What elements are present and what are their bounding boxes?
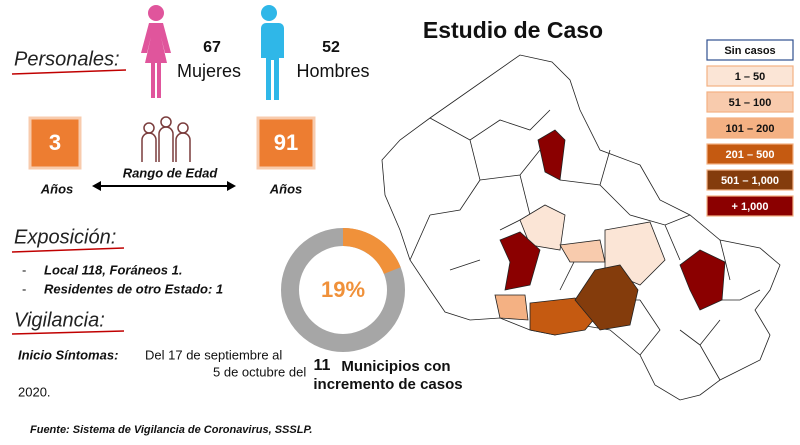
legend-swatch xyxy=(706,39,794,61)
legend-swatch xyxy=(706,169,794,191)
onset-label: Inicio Síntomas: xyxy=(18,347,118,362)
source: Fuente: Sistema de Vigilancia de Coronav… xyxy=(30,424,312,436)
women-count: 67 xyxy=(203,39,221,56)
legend: Sin casos 1 – 50 51 – 100 101 – 200 201 – 50… xyxy=(706,39,794,217)
legend-swatch xyxy=(706,143,794,165)
region xyxy=(494,294,529,321)
legend-label: 201 – 500 xyxy=(726,149,775,161)
man-icon xyxy=(259,5,284,100)
legend-swatch xyxy=(706,65,794,87)
legend-swatch xyxy=(706,195,794,217)
legend-label: + 1,000 xyxy=(731,201,768,213)
onset-text: 5 de octubre del xyxy=(213,364,306,379)
age-label: Rango de Edad xyxy=(123,165,219,180)
age-arrow xyxy=(92,181,236,191)
legend-label: 51 – 100 xyxy=(729,97,772,109)
age-max: 91 xyxy=(274,130,298,155)
region xyxy=(574,264,639,331)
age-min-unit: Años xyxy=(40,181,74,196)
age-min: 3 xyxy=(49,130,61,155)
underline xyxy=(11,330,125,335)
surveillance-heading: Vigilancia: xyxy=(14,309,105,331)
region xyxy=(537,129,566,181)
age-min-box xyxy=(28,116,82,170)
municipality-text: incremento de casos xyxy=(313,376,462,393)
title: Estudio de Caso xyxy=(423,17,603,43)
exposure-item: Residentes de otro Estado: 1 xyxy=(44,281,223,296)
exposure-heading: Exposición: xyxy=(14,226,116,248)
legend-label: 101 – 200 xyxy=(726,123,775,135)
people-icon xyxy=(141,116,191,162)
bullet: - xyxy=(22,281,26,296)
map xyxy=(381,54,781,401)
legend-swatch xyxy=(706,91,794,113)
exposure-item: Local 118, Foráneos 1. xyxy=(44,262,182,277)
legend-label: 1 – 50 xyxy=(735,71,766,83)
men-label: Hombres xyxy=(296,61,369,81)
legend-swatch xyxy=(706,117,794,139)
region xyxy=(559,239,606,263)
municipality-text: Municipios con xyxy=(341,358,450,375)
region xyxy=(499,231,541,291)
age-max-unit: Años xyxy=(269,181,303,196)
onset-text: 2020. xyxy=(18,384,51,399)
donut-value xyxy=(281,228,405,352)
age-max-box xyxy=(256,116,316,170)
underline xyxy=(11,69,127,75)
legend-label: 501 – 1,000 xyxy=(721,175,779,187)
legend-label: Sin casos xyxy=(724,45,775,57)
onset-text: Del 17 de septiembre al xyxy=(145,347,282,362)
personal-heading: Personales: xyxy=(14,48,120,70)
donut-label: 19% xyxy=(321,277,365,302)
women-label: Mujeres xyxy=(177,61,241,81)
woman-icon xyxy=(141,5,171,98)
region xyxy=(679,249,726,311)
bullet: - xyxy=(22,262,26,277)
men-count: 52 xyxy=(322,39,340,56)
municipality-count: 11 xyxy=(314,357,331,374)
underline xyxy=(11,247,125,253)
